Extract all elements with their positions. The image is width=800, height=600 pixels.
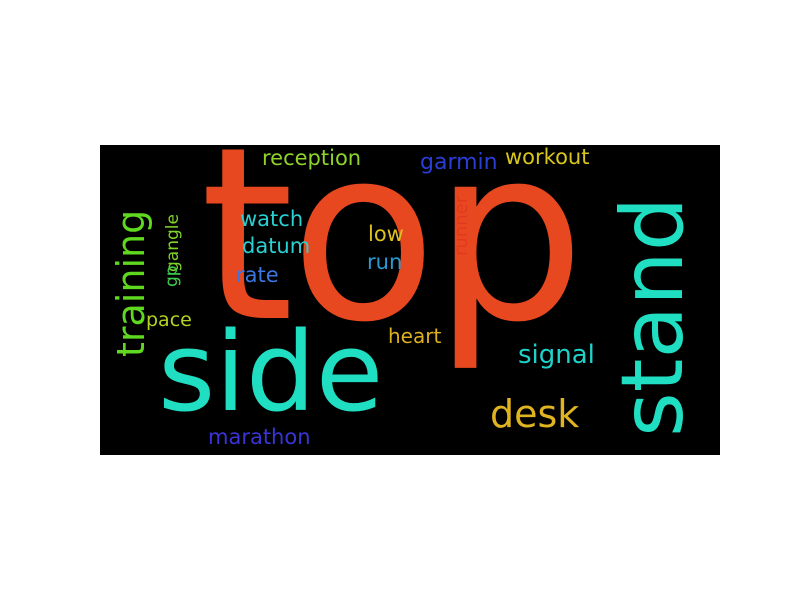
word-side: side (158, 308, 384, 436)
word-watch: watch (240, 207, 304, 231)
word-signal: signal (518, 340, 595, 370)
word-garmin: garmin (420, 150, 498, 175)
word-rate: rate (236, 263, 279, 287)
word-runner: runner (451, 195, 472, 256)
word-run: run (367, 250, 403, 274)
word-workout: workout (505, 145, 590, 169)
word-desk: desk (490, 392, 580, 436)
word-gp: gp (162, 265, 182, 287)
word-top: top (200, 145, 585, 375)
word-stand: stand (603, 196, 703, 437)
word-heart: heart (388, 324, 442, 348)
word-reception: reception (262, 146, 362, 170)
word-gangle: gangle (163, 214, 183, 272)
word-cloud: top side stand training desk signal rece… (100, 145, 720, 455)
word-training: training (109, 209, 153, 357)
word-pace: pace (146, 309, 192, 331)
word-low: low (368, 222, 404, 246)
word-datum: datum (242, 234, 311, 258)
word-marathon: marathon (208, 425, 311, 449)
